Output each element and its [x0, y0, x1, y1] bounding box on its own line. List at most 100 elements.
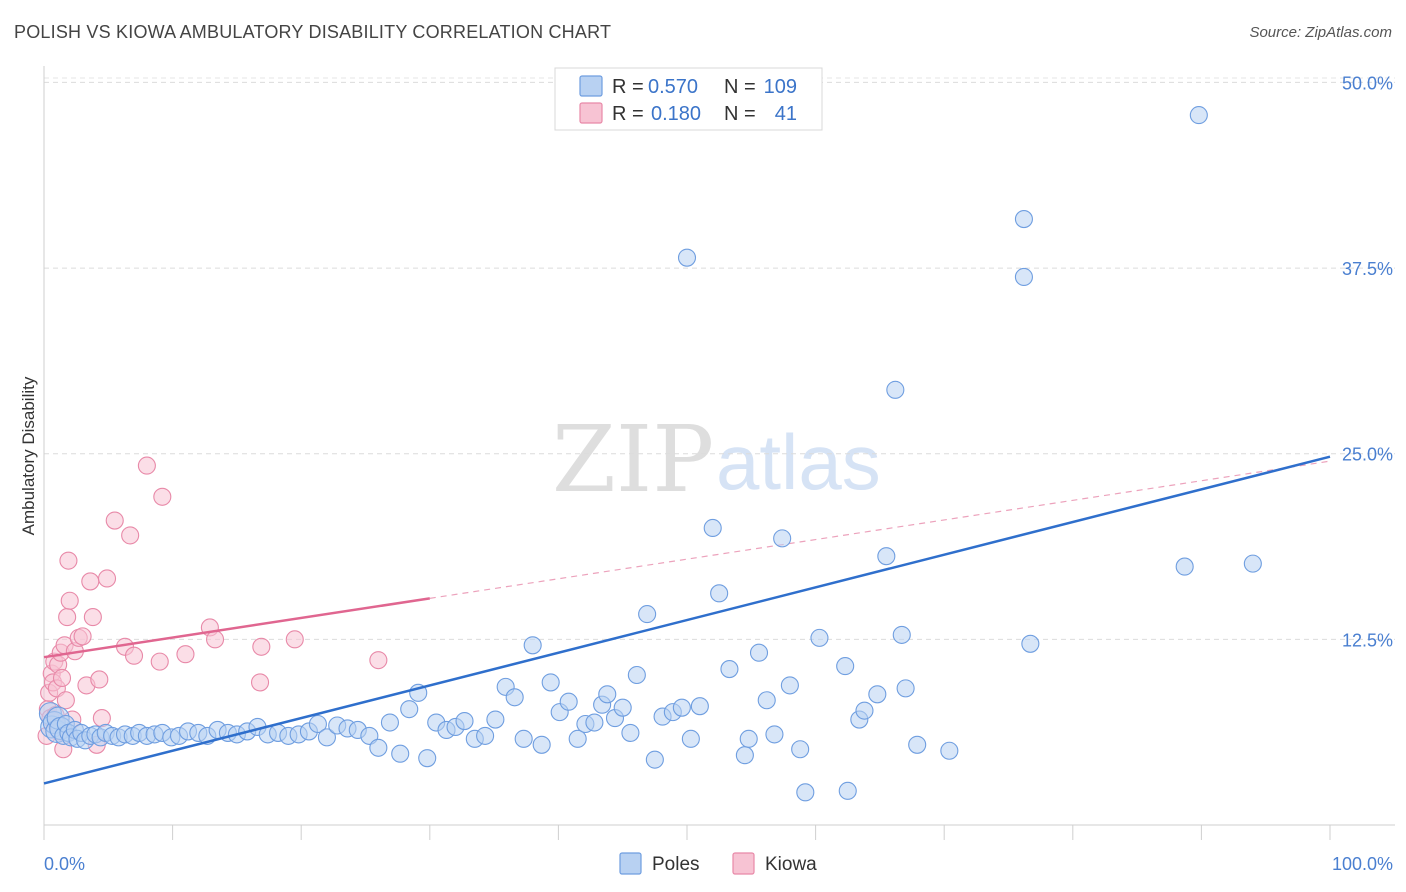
poles-point [810, 628, 829, 647]
bottom-legend: Poles Kiowa [619, 852, 817, 875]
poles-point [568, 729, 587, 748]
poles-point [836, 657, 855, 676]
poles-point [598, 685, 617, 704]
poles-point [720, 660, 739, 679]
poles-point [908, 735, 927, 754]
poles-point [773, 529, 792, 548]
poles-point [559, 692, 578, 711]
poles-point [455, 711, 474, 731]
poles-point [765, 725, 784, 744]
poles-point [838, 781, 857, 800]
poles-point [757, 691, 776, 710]
poles-point [868, 685, 887, 704]
kiowa-point [369, 651, 388, 670]
poles-point [638, 605, 657, 624]
kiowa-point [92, 709, 111, 728]
kiowa-trend-line [43, 597, 430, 659]
poles-point [749, 643, 769, 662]
kiowa-point [81, 572, 100, 591]
poles-point [1014, 267, 1033, 287]
x-tick-label-max: 100.0% [1332, 854, 1393, 874]
y-tick-label: 12.5% [1342, 630, 1393, 650]
poles-point [645, 750, 664, 769]
legend-n-value-2: 41 [775, 103, 797, 125]
poles-point [505, 688, 524, 707]
poles-point [940, 741, 959, 760]
poles-point [541, 673, 560, 692]
legend-r-value-1: 0.570 [648, 76, 698, 98]
kiowa-point [252, 637, 271, 656]
kiowa-point [137, 456, 156, 475]
kiowa-point [121, 526, 140, 545]
kiowa-point [59, 551, 78, 570]
kiowa-point [52, 668, 72, 688]
y-tick-label: 25.0% [1342, 445, 1393, 465]
poles-point [486, 710, 505, 729]
trend-lines [429, 460, 1331, 599]
poles-point [796, 783, 815, 802]
bottom-legend-kiowa: Kiowa [765, 854, 817, 875]
legend-r-label-1: R = [612, 76, 644, 98]
poles-point [418, 749, 437, 768]
source-credit: Source: ZipAtlas.com [1249, 24, 1392, 41]
kiowa-point [205, 630, 225, 649]
legend-n-value-1: 109 [764, 76, 797, 98]
kiowa-point [250, 673, 270, 692]
kiowa-point [285, 630, 304, 649]
poles-point [855, 701, 874, 720]
poles-point [681, 729, 700, 748]
bottom-legend-poles: Poles [652, 854, 700, 875]
kiowa-trend-extension [429, 460, 1331, 599]
poles-point [391, 744, 410, 763]
poles-points [38, 106, 1262, 802]
poles-point [896, 679, 915, 698]
poles-point [672, 698, 691, 717]
poles-point [532, 735, 551, 754]
poles-point [892, 625, 911, 644]
kiowa-point [150, 652, 169, 671]
poles-point [677, 248, 697, 267]
poles-trend-line [43, 455, 1331, 785]
poles-point [627, 665, 646, 685]
legend-n-label-2: N = [724, 103, 756, 125]
poles-point [1014, 210, 1033, 229]
poles-point [380, 713, 399, 732]
poles-point [703, 518, 722, 538]
poles-point [690, 697, 709, 716]
kiowa-point [105, 511, 124, 530]
poles-point [710, 584, 729, 603]
legend-swatch-kiowa [579, 102, 603, 124]
poles-point [523, 636, 542, 655]
poles-point [1175, 557, 1194, 576]
kiowa-point [124, 646, 144, 665]
poles-point [621, 723, 640, 742]
y-tick-label: 37.5% [1342, 259, 1393, 279]
bottom-legend-swatch-poles [619, 852, 642, 875]
top-legend: R = 0.570 N = 109 R = 0.180 N = 41 [554, 67, 823, 131]
legend-r-label-2: R = [612, 103, 644, 125]
poles-point [400, 700, 419, 719]
poles-point [1243, 554, 1262, 573]
tick-labels: 12.5% 25.0% 37.5% 50.0% 0.0% 100.0% [44, 73, 1393, 874]
poles-point [886, 380, 905, 399]
poles-point [317, 728, 336, 747]
kiowa-point [83, 608, 102, 627]
poles-point [739, 729, 758, 748]
watermark-atlas: atlas [716, 418, 881, 506]
poles-point [514, 729, 533, 748]
kiowa-point [90, 670, 109, 689]
poles-point [1189, 106, 1208, 125]
kiowa-point [56, 691, 75, 710]
gridlines [44, 77, 1395, 640]
poles-point [791, 740, 810, 759]
poles-point [585, 713, 604, 732]
kiowa-point [58, 608, 77, 627]
poles-point [735, 746, 754, 765]
kiowa-point [73, 627, 92, 646]
poles-point [1021, 634, 1040, 653]
kiowa-points [37, 456, 388, 759]
watermark-zip: ZIP [552, 406, 714, 513]
chart-title: POLISH VS KIOWA AMBULATORY DISABILITY CO… [14, 22, 612, 42]
kiowa-point [153, 487, 172, 506]
